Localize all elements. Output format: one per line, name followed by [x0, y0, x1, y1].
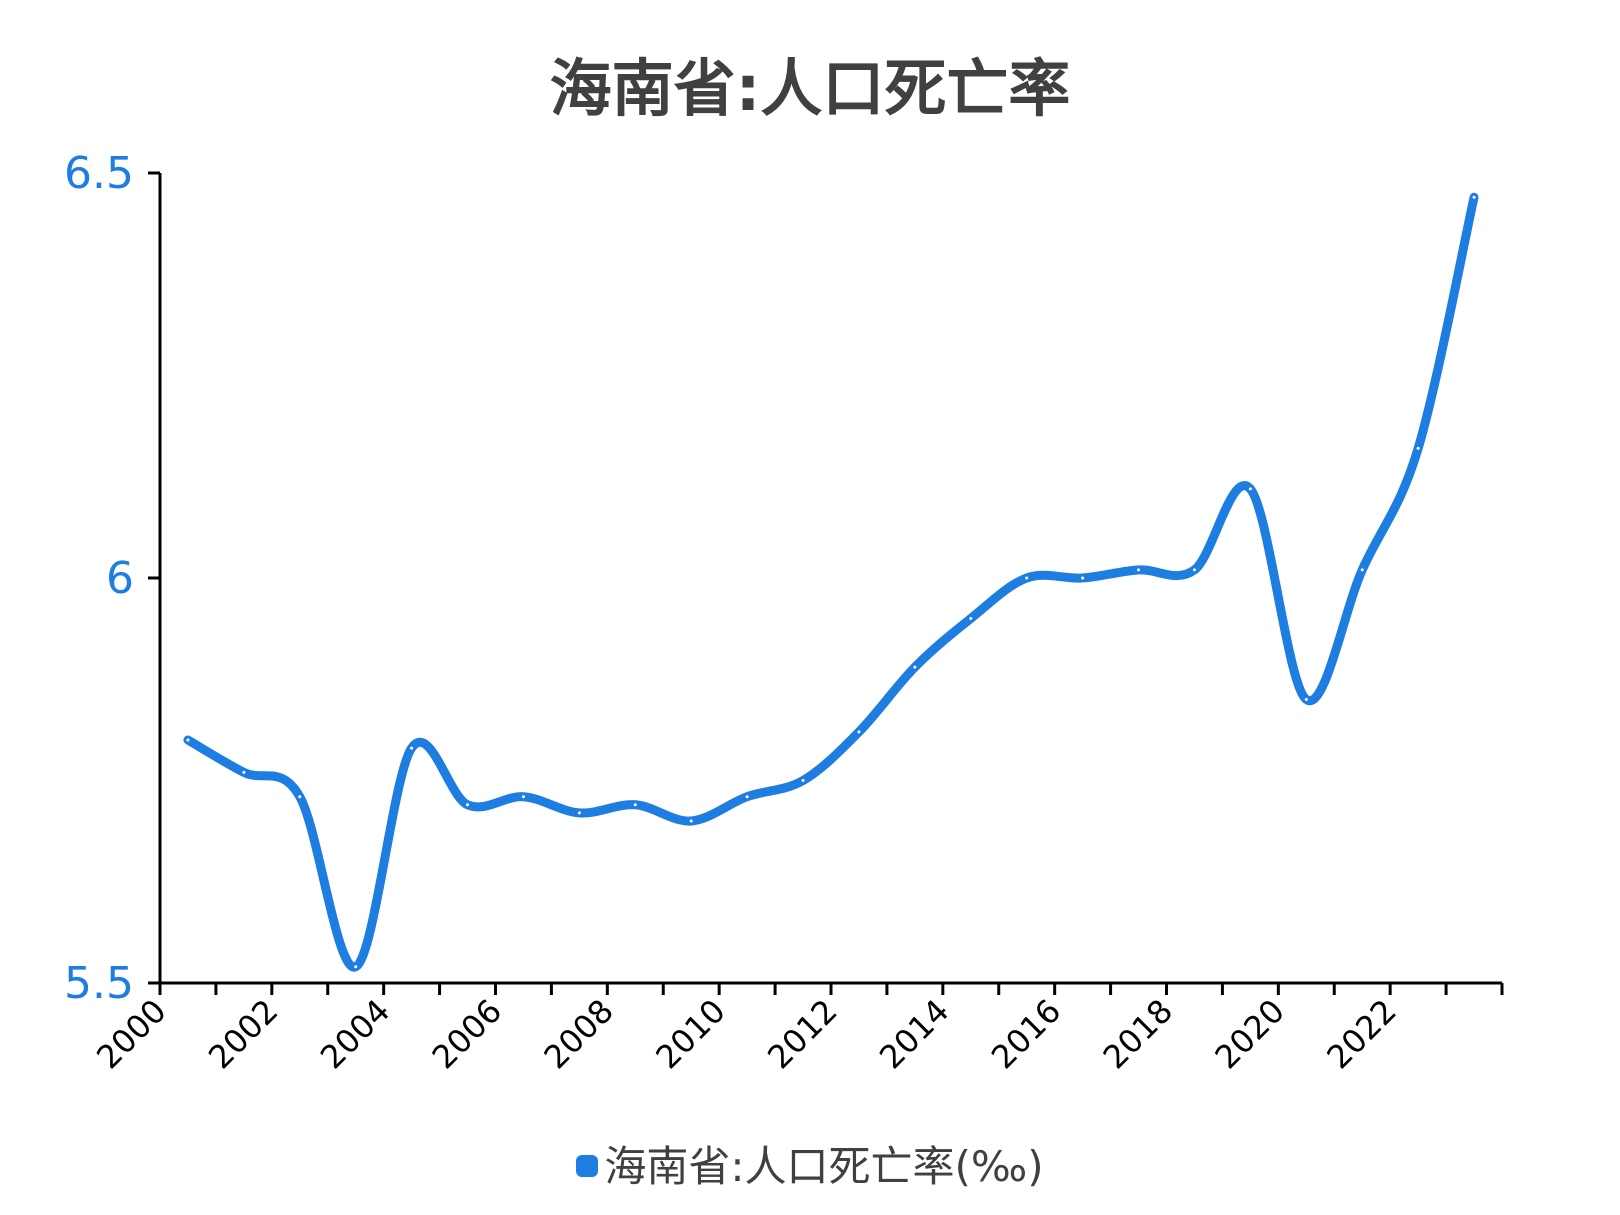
- data-point: [913, 665, 917, 669]
- data-point: [242, 770, 246, 774]
- data-point: [969, 617, 973, 620]
- data-point: [1192, 568, 1196, 572]
- x-tick-label: 2016: [984, 992, 1068, 1076]
- data-point: [1248, 487, 1252, 491]
- x-tick-label: 2014: [872, 992, 956, 1076]
- data-point: [1472, 195, 1476, 199]
- series-line: [183, 192, 1479, 972]
- x-tick-label: 2010: [648, 992, 732, 1076]
- data-point: [1304, 698, 1308, 701]
- series-layer: [183, 192, 1479, 972]
- chart-axes: [158, 173, 1502, 985]
- data-point: [633, 803, 637, 807]
- data-point: [354, 965, 358, 969]
- data-point: [186, 738, 190, 742]
- data-point: [745, 795, 749, 799]
- legend-swatch: [576, 1154, 599, 1177]
- x-tick-label: 2004: [313, 992, 397, 1076]
- data-point: [466, 803, 470, 807]
- data-point: [298, 795, 302, 799]
- data-point: [577, 811, 581, 815]
- data-point: [521, 795, 525, 799]
- x-tick-label: 2020: [1208, 992, 1292, 1076]
- legend-label: 海南省:人口死亡率(‰): [604, 1142, 1044, 1191]
- x-tick-label: 2018: [1096, 992, 1180, 1076]
- x-tick-label: 2012: [760, 992, 844, 1076]
- data-point: [1416, 446, 1420, 450]
- y-tick-label: 6.5: [64, 148, 134, 199]
- x-tick-label: 2008: [537, 992, 621, 1076]
- data-point: [1137, 568, 1141, 572]
- x-tick-label: 2006: [425, 992, 509, 1076]
- x-tick-label: 2022: [1319, 992, 1403, 1076]
- data-point: [801, 779, 805, 782]
- data-point: [1081, 576, 1085, 580]
- data-point: [1360, 568, 1364, 572]
- data-point: [857, 730, 861, 734]
- data-point: [689, 819, 693, 823]
- y-tick-label: 6: [106, 553, 134, 604]
- x-tick-label: 2002: [201, 992, 285, 1076]
- data-point: [1025, 576, 1029, 580]
- data-point: [410, 746, 414, 750]
- legend: 海南省:人口死亡率(‰): [0, 1133, 1620, 1194]
- y-tick-label: 5.5: [64, 958, 134, 1009]
- chart-title: 海南省:人口死亡率: [549, 52, 1071, 125]
